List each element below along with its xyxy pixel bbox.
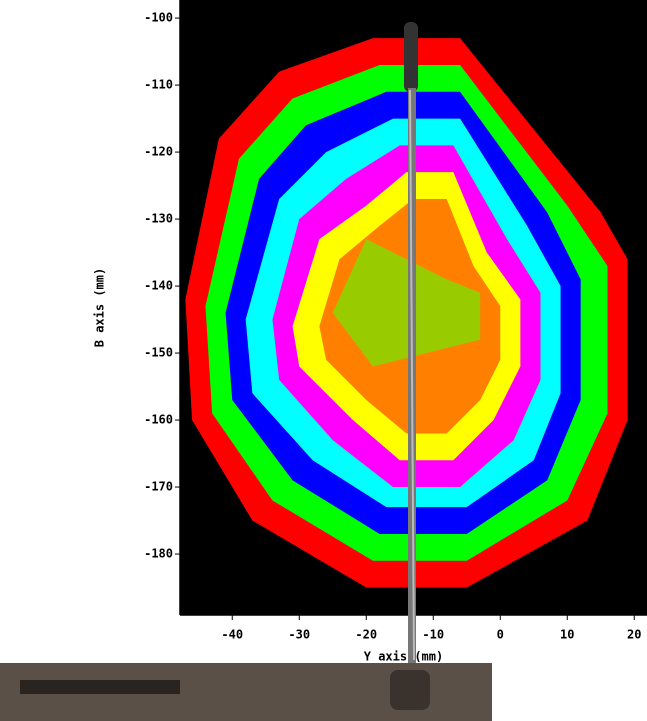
probe-tip [404,22,418,92]
probe-joint [390,670,430,710]
probe [0,22,492,721]
y-tick-label: -130 [144,212,173,226]
y-axis-label: B axis (mm) [93,268,107,347]
x-tick-label: -40 [221,628,243,642]
y-tick-label: -110 [144,78,173,92]
y-tick-label: -160 [144,413,173,427]
probe-highlight [409,89,415,661]
y-tick-label: -100 [144,11,173,25]
y-tick-label: -120 [144,145,173,159]
x-tick-label: -10 [422,628,444,642]
x-axis-label: Y axis (mm) [364,650,443,664]
contour-band [332,239,481,367]
x-tick-label: -20 [355,628,377,642]
y-tick-label: -180 [144,547,173,561]
plot: -40 -30 -20 -10 0 10 20-100-110-120-130-140-15… [93,0,647,664]
x-tick-label: 0 [497,628,504,642]
probe-slot [20,680,180,694]
y-tick-label: -150 [144,346,173,360]
y-tick-label: -140 [144,279,173,293]
y-tick-label: -170 [144,480,173,494]
x-tick-label: 20 [627,628,641,642]
x-tick-label: 10 [560,628,574,642]
x-tick-label: -30 [288,628,310,642]
